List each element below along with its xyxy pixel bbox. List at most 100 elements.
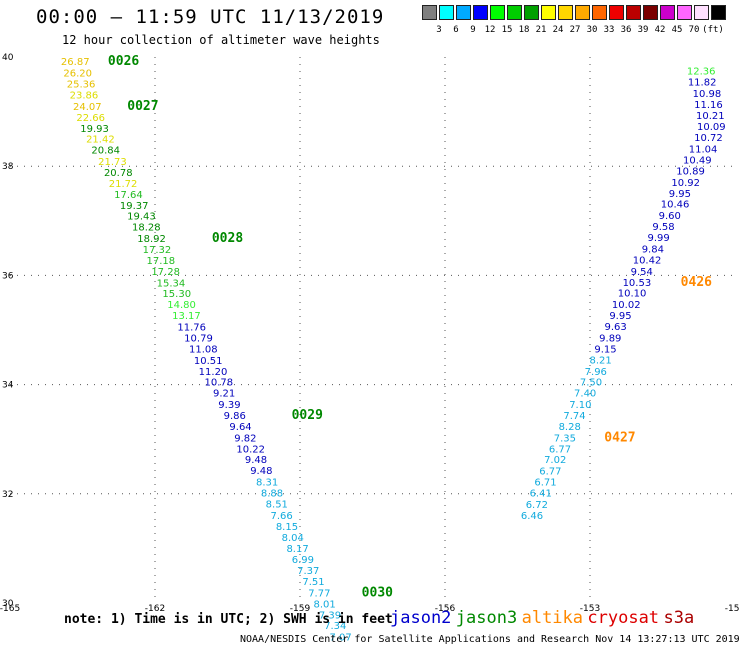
wave-height-label: 13.17	[172, 311, 201, 322]
color-swatch	[541, 5, 556, 20]
wave-height-label: 10.49	[683, 155, 712, 166]
wave-height-label: 7.34	[324, 621, 346, 632]
wave-height-label: 21.72	[109, 179, 138, 190]
pass-time-tag: 0029	[292, 408, 323, 423]
legend-entry-altika: altika	[521, 608, 584, 628]
y-tick-label: 38	[2, 162, 14, 172]
wave-height-label: 10.09	[697, 122, 726, 133]
color-scale-label: 21	[535, 25, 547, 35]
wave-height-label: 7.02	[544, 455, 566, 466]
wave-height-label: 7.51	[302, 577, 324, 588]
wave-height-label: 10.02	[612, 300, 641, 311]
credit-line: NOAA/NESDIS Center for Satellite Applica…	[240, 634, 740, 645]
wave-height-label: 11.76	[177, 323, 206, 334]
wave-height-label: 11.20	[199, 367, 228, 378]
color-swatch	[575, 5, 590, 20]
wave-height-label: 24.07	[73, 102, 102, 113]
color-scale-label: 33	[603, 25, 615, 35]
wave-height-label: 6.99	[292, 555, 314, 566]
wave-height-label: 10.89	[676, 166, 705, 177]
wave-height-label: 7.07	[329, 633, 351, 644]
color-swatch	[473, 5, 488, 20]
wave-height-label: 9.54	[631, 267, 653, 278]
wave-height-label: 7.37	[297, 566, 319, 577]
wave-height-label: 10.21	[696, 111, 725, 122]
y-tick-label: 32	[2, 490, 13, 500]
wave-height-label: 9.89	[599, 333, 621, 344]
color-swatch	[507, 5, 522, 20]
wave-height-label: 8.04	[282, 533, 304, 544]
color-scale-label: 24	[552, 25, 564, 35]
wave-height-label: 8.21	[590, 355, 612, 366]
wave-height-label: 9.58	[652, 222, 674, 233]
color-scale-label: 70	[688, 25, 700, 35]
color-scale-label: 45	[671, 25, 683, 35]
wave-height-label: 10.72	[694, 133, 723, 144]
wave-height-label: 6.77	[549, 444, 571, 455]
color-swatch	[558, 5, 573, 20]
wave-height-label: 20.84	[91, 146, 120, 157]
legend-entry-s3a: s3a	[663, 608, 695, 628]
wave-height-label: 6.71	[534, 478, 556, 489]
y-tick-label: 30	[2, 599, 14, 609]
wave-height-label: 11.82	[688, 77, 717, 88]
wave-height-label: 6.46	[521, 511, 543, 522]
color-scale-label: 36	[620, 25, 632, 35]
wave-height-label: 7.96	[585, 367, 607, 378]
pass-time-tag: 0426	[681, 275, 712, 290]
wave-height-label: 7.50	[580, 378, 602, 389]
wave-height-label: 9.82	[234, 433, 256, 444]
pass-time-tag: 0030	[362, 585, 393, 600]
wave-height-label: 10.92	[671, 178, 700, 189]
wave-height-label: 25.36	[67, 80, 96, 91]
chart-subtitle: 12 hour collection of altimeter wave hei…	[62, 33, 380, 47]
wave-height-label: 23.86	[70, 90, 99, 101]
y-tick-label: 40	[2, 53, 14, 63]
color-scale-label: 12	[484, 25, 496, 35]
wave-height-label: 9.48	[250, 466, 272, 477]
wave-height-label: 8.31	[256, 478, 278, 489]
color-swatch	[660, 5, 675, 20]
wave-height-label: 15.34	[157, 278, 186, 289]
wave-height-label: 8.01	[314, 599, 336, 610]
color-swatch	[694, 5, 709, 20]
wave-height-label: 7.66	[271, 511, 293, 522]
color-scale-label: 9	[470, 25, 476, 35]
wave-height-label: 21.42	[86, 135, 115, 146]
x-tick-label: -156	[435, 604, 456, 614]
color-scale-label: 6	[453, 25, 459, 35]
wave-height-label: 10.46	[661, 200, 690, 211]
wave-height-label: 9.86	[224, 411, 246, 422]
color-scale-unit: (ft)	[702, 25, 724, 35]
wave-height-label: 7.39	[319, 610, 341, 621]
wave-height-label: 7.77	[308, 588, 330, 599]
wave-height-label: 8.88	[261, 489, 283, 500]
wave-height-label: 10.98	[693, 89, 722, 100]
wave-height-label: 17.32	[143, 245, 172, 256]
wave-height-label: 10.42	[633, 255, 662, 266]
pass-time-tag: 0028	[212, 231, 243, 246]
pass-time-tag: 0026	[108, 54, 139, 69]
wave-height-label: 10.51	[194, 356, 223, 367]
color-swatch	[643, 5, 658, 20]
wave-height-label: 8.17	[286, 544, 308, 555]
color-scale-label: 39	[637, 25, 649, 35]
pass-time-tag: 0427	[604, 430, 635, 445]
pass-time-tag: 0027	[127, 99, 158, 114]
wave-height-label: 10.22	[236, 444, 265, 455]
wave-height-label: 6.77	[539, 467, 561, 478]
wave-height-label: 10.78	[204, 378, 233, 389]
wave-height-label: 7.35	[554, 433, 576, 444]
wave-height-label: 9.60	[659, 211, 681, 222]
wave-height-label: 9.15	[594, 344, 616, 355]
wave-height-label: 21.73	[98, 157, 127, 168]
wave-height-label: 9.84	[642, 244, 664, 255]
y-tick-label: 36	[2, 271, 14, 281]
wave-height-label: 26.20	[63, 69, 92, 80]
wave-height-label: 10.79	[184, 333, 213, 344]
wave-height-label: 7.10	[569, 400, 591, 411]
wave-height-label: 11.08	[189, 344, 218, 355]
wave-height-label: 6.41	[530, 489, 552, 500]
wave-height-label: 9.64	[229, 422, 251, 433]
color-swatch	[677, 5, 692, 20]
